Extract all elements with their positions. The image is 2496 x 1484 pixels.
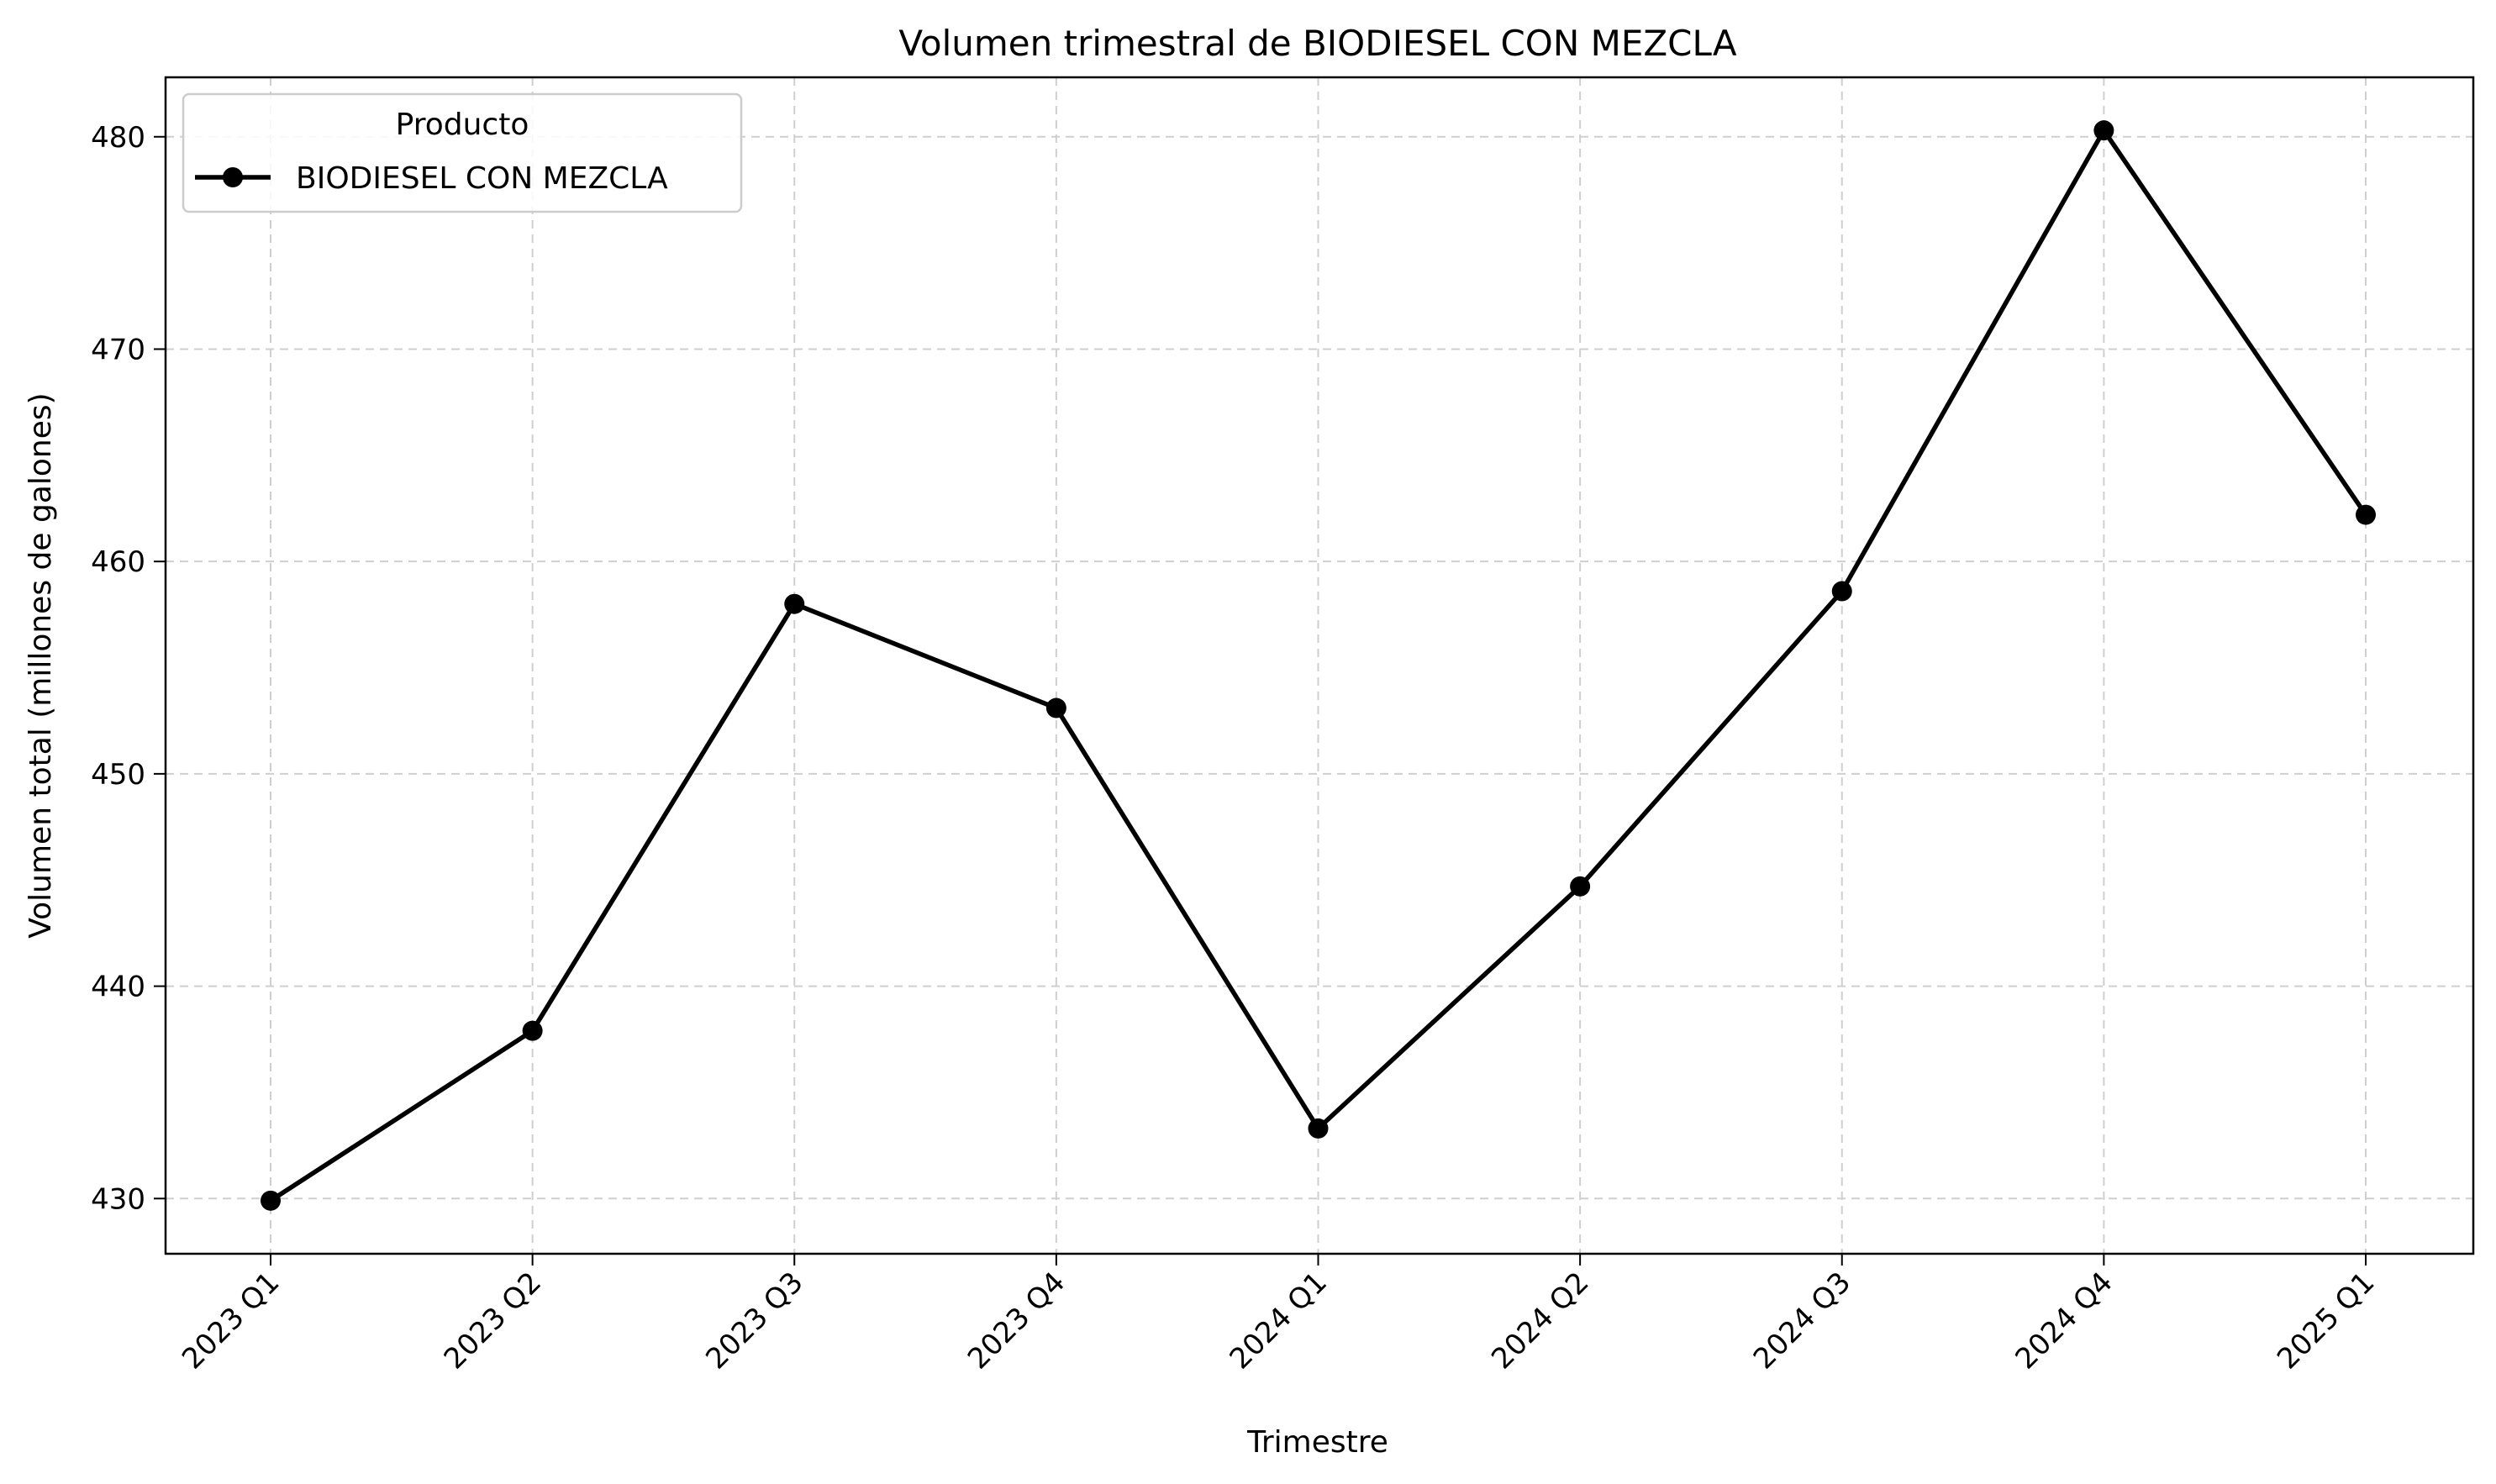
y-tick-label: 470: [91, 333, 145, 366]
legend-series-marker: [223, 167, 243, 187]
data-point: [1831, 581, 1852, 602]
y-tick-label: 460: [91, 545, 145, 579]
data-point: [1045, 697, 1066, 718]
data-point: [261, 1190, 281, 1211]
plot-frame: [164, 76, 2475, 1255]
legend: Producto BIODIESEL CON MEZCLA: [182, 92, 743, 213]
series-layer: [261, 120, 2376, 1211]
legend-series-label: BIODIESEL CON MEZCLA: [296, 161, 668, 196]
data-point: [784, 593, 805, 614]
x-axis-label: Trimestre: [1246, 1425, 1388, 1460]
y-tick-label: 450: [91, 758, 145, 792]
legend-title: Producto: [396, 108, 529, 142]
chart-title: Volumen trimestral de BIODIESEL CON MEZC…: [898, 23, 1736, 64]
y-tick-label: 480: [91, 121, 145, 155]
y-tick-label: 430: [91, 1182, 145, 1216]
y-axis-label: Volumen total (millones de galones): [24, 392, 58, 938]
grid-lines: [166, 77, 2473, 1254]
data-point: [2356, 504, 2376, 525]
data-point: [1308, 1118, 1329, 1139]
y-tick-label: 440: [91, 971, 145, 1004]
data-point: [2093, 120, 2114, 141]
data-point: [1570, 876, 1591, 897]
data-point: [522, 1020, 543, 1041]
legend-box: [182, 92, 743, 213]
